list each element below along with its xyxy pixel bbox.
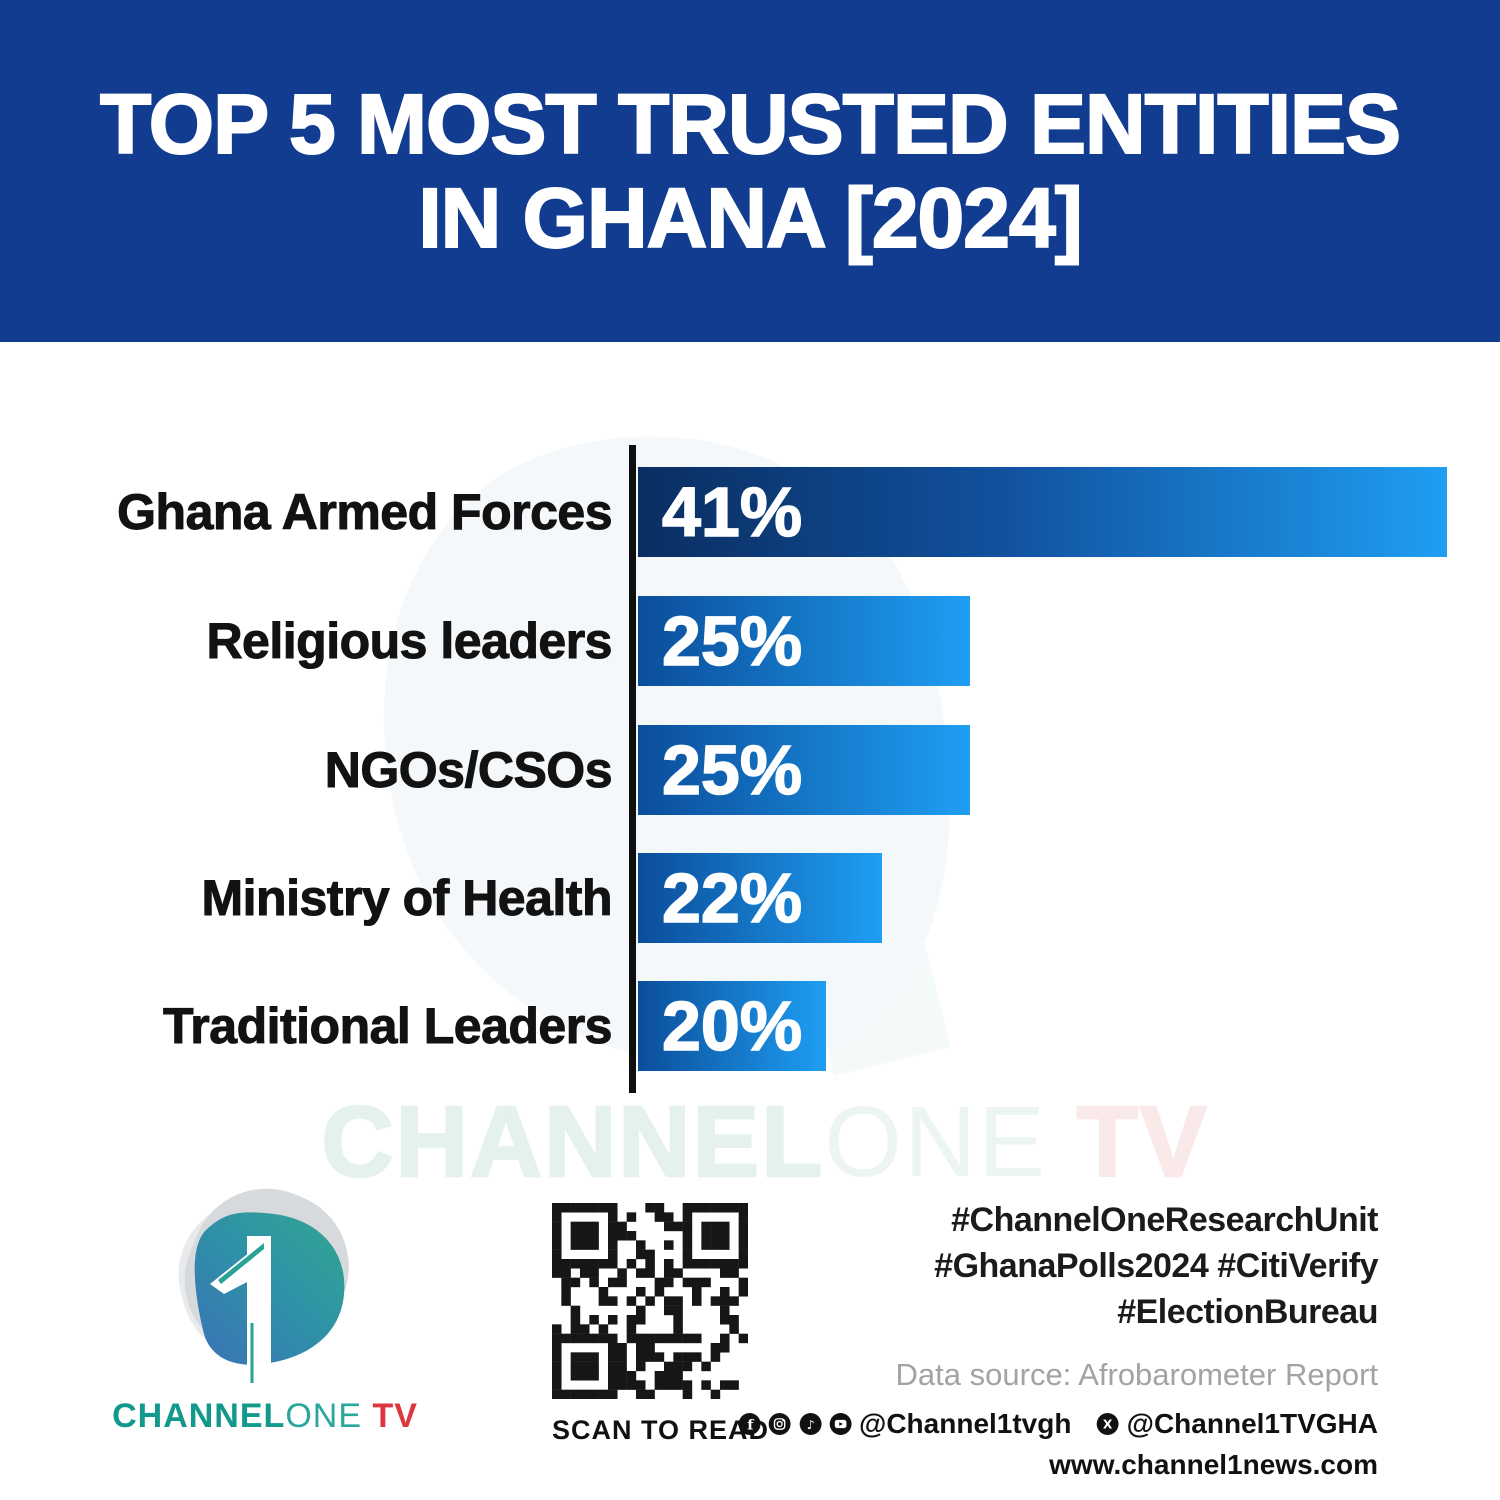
qr-block: SCAN TO READ [552, 1203, 770, 1446]
logotype-channel: CHANNEL [112, 1397, 286, 1435]
channel-one-logo: CHANNELONE TV [40, 1188, 490, 1436]
footer-right-block: #ChannelOneResearchUnit #GhanaPolls2024 … [738, 1197, 1379, 1481]
hashtag-line-3: #ElectionBureau [1117, 1293, 1378, 1331]
facebook-icon: f [738, 1413, 761, 1435]
logotype-one: ONE [285, 1397, 362, 1435]
bar-value-label: 20% [661, 986, 803, 1066]
logo-numeral-accent-line [250, 1323, 253, 1383]
bar-value-label: 25% [661, 601, 803, 681]
social-handle-1: @Channel1tvgh [859, 1408, 1072, 1439]
category-label-ghana-armed-forces: Ghana Armed Forces [117, 484, 613, 541]
logotype-tv: TV [362, 1397, 418, 1435]
x-icon: X [1097, 1413, 1119, 1435]
bar-value-label: 22% [661, 858, 803, 938]
category-label-religious-leaders: Religious leaders [206, 613, 613, 670]
hashtags: #ChannelOneResearchUnit #GhanaPolls2024 … [738, 1197, 1378, 1335]
svg-text:X: X [1103, 1417, 1113, 1431]
category-label-ministry-of-health: Ministry of Health [201, 870, 613, 927]
bar-value-label: 41% [661, 472, 803, 552]
tiktok-icon: ♪ [799, 1413, 822, 1435]
qr-label: SCAN TO READ [552, 1415, 770, 1445]
watermark-one: ONE [824, 1086, 1047, 1198]
svg-text:♪: ♪ [806, 1418, 814, 1432]
page-title-line2: IN GHANA [2024] [417, 170, 1083, 266]
bar-ghana-armed-forces: 41% [638, 467, 1447, 557]
hashtag-line-1: #ChannelOneResearchUnit [951, 1201, 1378, 1239]
hashtag-line-2: #GhanaPolls2024 #CitiVerify [934, 1247, 1378, 1285]
category-label-ngos-csos: NGOs/CSOs [324, 742, 613, 799]
bar-religious-leaders: 25% [638, 596, 970, 686]
social-handle-2: @Channel1TVGHA [1126, 1408, 1378, 1439]
page-title-line1: TOP 5 MOST TRUSTED ENTITIES [99, 76, 1402, 172]
channel-one-logo-mark [178, 1188, 349, 1388]
chart-axis-line [629, 445, 636, 1093]
website-url: www.channel1news.com [1049, 1449, 1378, 1480]
channel-one-watermark: CHANNELONE TV [0, 1085, 1500, 1200]
watermark-tv: TV [1047, 1085, 1209, 1200]
social-row: f ♪ @Channel1tvgh X @ [738, 1407, 1378, 1441]
svg-text:f: f [747, 1417, 754, 1433]
qr-code [552, 1203, 748, 1399]
instagram-icon [768, 1413, 791, 1435]
bar-ministry-of-health: 22% [638, 853, 882, 943]
logo-numeral-accent [217, 1243, 264, 1284]
youtube-icon [829, 1413, 852, 1435]
watermark-channel: CHANNEL [320, 1085, 825, 1200]
data-source: Data source: Afrobarometer Report [895, 1357, 1378, 1392]
bar-ngos-csos: 25% [638, 725, 970, 815]
category-label-traditional-leaders: Traditional Leaders [163, 998, 613, 1055]
bar-value-label: 25% [661, 730, 803, 810]
channel-one-logotype: CHANNELONE TV [40, 1397, 490, 1436]
bar-traditional-leaders: 20% [638, 981, 826, 1071]
header-banner: TOP 5 MOST TRUSTED ENTITIES IN GHANA [20… [0, 0, 1500, 342]
